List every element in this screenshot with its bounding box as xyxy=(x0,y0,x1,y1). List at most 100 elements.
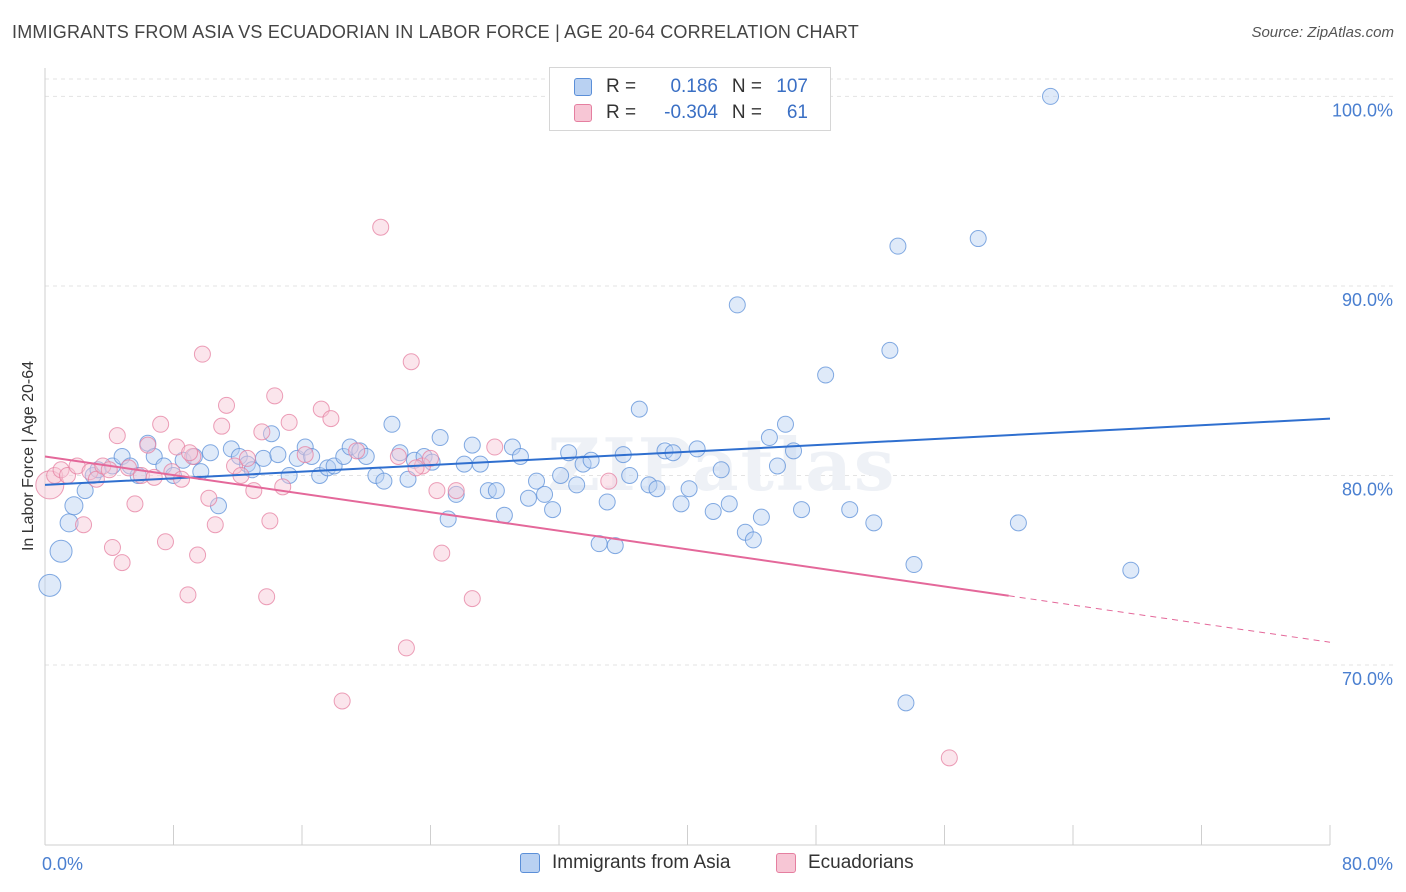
ecuadorian-point xyxy=(258,588,276,606)
asia-point xyxy=(598,493,616,511)
ecuadorian-point xyxy=(389,448,407,465)
asia-point xyxy=(720,495,738,513)
y-tick-label: 80.0% xyxy=(1342,479,1393,499)
ecuadorian-point xyxy=(179,586,197,604)
asia-point xyxy=(383,415,401,433)
ecuadorian-point xyxy=(407,459,425,477)
bottom-legend-asia: Immigrants from Asia xyxy=(520,850,730,876)
asia-point xyxy=(648,480,666,498)
asia-point xyxy=(574,455,592,473)
asia-point xyxy=(841,501,859,519)
ecuadorian-point xyxy=(372,218,390,236)
asia-point xyxy=(552,466,570,484)
asia-point xyxy=(495,506,513,524)
asia-point xyxy=(969,230,987,248)
asia-point xyxy=(1042,87,1060,105)
ecuadorian-point xyxy=(348,442,366,460)
ecuadorian-point xyxy=(422,449,439,467)
y-tick-label: 90.0% xyxy=(1342,290,1393,310)
asia-n-label: N = xyxy=(731,76,762,97)
asia-point xyxy=(712,461,730,479)
asia-point xyxy=(431,429,449,447)
ecuadorian-point xyxy=(280,413,298,431)
ecuadorian-point xyxy=(156,533,174,551)
ecuadorian-point xyxy=(108,427,126,445)
ecuadorian-point xyxy=(261,512,279,530)
asia-point xyxy=(201,444,219,462)
asia-point xyxy=(471,455,489,473)
asia-point xyxy=(49,539,73,563)
ecuadorian-point xyxy=(600,472,618,490)
ecuadorians-swatch-icon xyxy=(574,104,592,122)
ecuadorians-legend-label: Ecuadorians xyxy=(808,852,914,873)
ecuadorian-point xyxy=(238,449,256,467)
asia-point xyxy=(621,466,639,484)
ecuadorian-point xyxy=(168,438,186,456)
asia-point xyxy=(303,448,321,465)
asia-point xyxy=(1009,514,1027,532)
asia-point xyxy=(568,476,586,494)
legend-row-ecuadorians: R = -0.304 N = 61 xyxy=(574,101,808,125)
ecu-r-label: R = xyxy=(606,102,637,123)
ecuadorian-point xyxy=(200,489,218,507)
asia-point xyxy=(889,237,907,255)
asia-point xyxy=(905,556,923,574)
ecuadorian-point xyxy=(52,461,70,479)
ecuadorian-point xyxy=(940,749,958,767)
ecuadorian-point xyxy=(402,353,420,371)
asia-legend-icon xyxy=(520,853,540,873)
ecuadorian-point xyxy=(486,438,504,456)
ecu-n-label: N = xyxy=(731,102,762,123)
asia-point xyxy=(881,341,899,359)
asia-point xyxy=(375,472,393,490)
ecuadorian-point xyxy=(193,345,211,363)
ecuadorian-point xyxy=(266,387,284,405)
asia-point xyxy=(447,485,465,503)
asia-point xyxy=(744,531,762,549)
asia-point xyxy=(335,448,353,465)
asia-point xyxy=(817,366,835,384)
legend-row-asia: R = 0.186 N = 107 xyxy=(574,75,808,99)
chart-title: IMMIGRANTS FROM ASIA VS ECUADORIAN IN LA… xyxy=(12,22,859,42)
ecuadorian-point xyxy=(433,544,451,562)
ecuadorian-point xyxy=(226,457,244,475)
asia-point xyxy=(254,449,272,467)
asia-point xyxy=(768,457,786,475)
ecuadorian-trend-extension xyxy=(1008,595,1331,643)
asia-point xyxy=(688,440,706,458)
ecuadorian-point xyxy=(218,396,236,414)
y-tick-label: 100.0% xyxy=(1332,100,1393,120)
asia-swatch-icon xyxy=(574,78,592,96)
source-label: Source: ZipAtlas.com xyxy=(1251,24,1394,41)
asia-point xyxy=(544,501,562,519)
ecuadorian-point xyxy=(463,590,481,608)
asia-point xyxy=(487,482,505,500)
ecuadorian-point xyxy=(397,639,415,657)
asia-legend-label: Immigrants from Asia xyxy=(552,852,731,873)
asia-point xyxy=(630,400,648,418)
asia-point xyxy=(760,429,778,447)
ecuadorian-point xyxy=(322,410,340,428)
asia-point xyxy=(463,436,481,454)
asia-trend-line xyxy=(44,417,1331,486)
asia-point xyxy=(511,448,529,465)
ecuadorian-point xyxy=(296,446,314,464)
asia-r-value: 0.186 xyxy=(670,76,718,97)
asia-point xyxy=(606,537,624,555)
ecuadorians-legend-icon xyxy=(776,853,796,873)
asia-point xyxy=(357,448,375,465)
ecuadorian-point xyxy=(447,482,465,500)
ecuadorian-point xyxy=(173,470,191,488)
asia-point xyxy=(519,489,537,507)
ecuadorian-point xyxy=(181,444,199,462)
ecuadorian-point xyxy=(213,417,231,435)
asia-point xyxy=(728,296,746,314)
asia-point xyxy=(704,502,722,520)
asia-point xyxy=(752,508,770,526)
asia-point xyxy=(640,476,658,494)
asia-point xyxy=(1122,561,1140,579)
ecuadorian-point xyxy=(189,546,207,564)
asia-point xyxy=(536,485,554,503)
asia-point xyxy=(319,459,337,477)
